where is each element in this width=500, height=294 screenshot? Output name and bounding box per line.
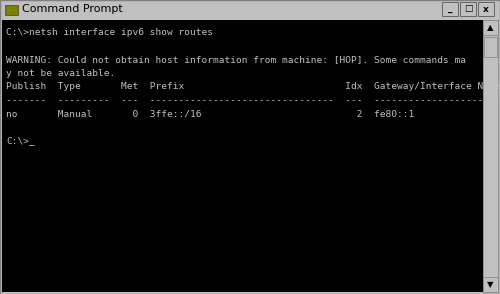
Text: Command Prompt: Command Prompt [22,4,123,14]
Bar [483,20,498,35]
Text: C:\>netsh interface ipv6 show routes: C:\>netsh interface ipv6 show routes [6,28,213,37]
Text: ▼: ▼ [487,280,494,289]
Bar [460,2,476,16]
Bar [483,20,498,292]
Text: y not be available.: y not be available. [6,69,115,78]
Text: C:\>_: C:\>_ [6,136,35,145]
Bar [442,2,458,16]
Bar [5,5,18,15]
Text: ▲: ▲ [487,23,494,32]
Text: -------  ---------  ---  --------------------------------  ---  ----------------: ------- --------- --- ------------------… [6,96,500,105]
Text: _: _ [448,4,452,14]
Text: Publish  Type       Met  Prefix                            Idx  Gateway/Interfac: Publish Type Met Prefix Idx Gateway/Inte… [6,82,500,91]
Bar [484,37,497,57]
Text: x: x [483,4,489,14]
Bar [478,2,494,16]
Text: no       Manual       0  3ffe::/16                           2  fe80::1: no Manual 0 3ffe::/16 2 fe80::1 [6,109,414,118]
Text: WARNING: Could not obtain host information from machine: [HOP]. Some commands ma: WARNING: Could not obtain host informati… [6,55,466,64]
Bar [483,277,498,292]
Text: □: □ [464,4,472,14]
Bar [2,0,498,18]
